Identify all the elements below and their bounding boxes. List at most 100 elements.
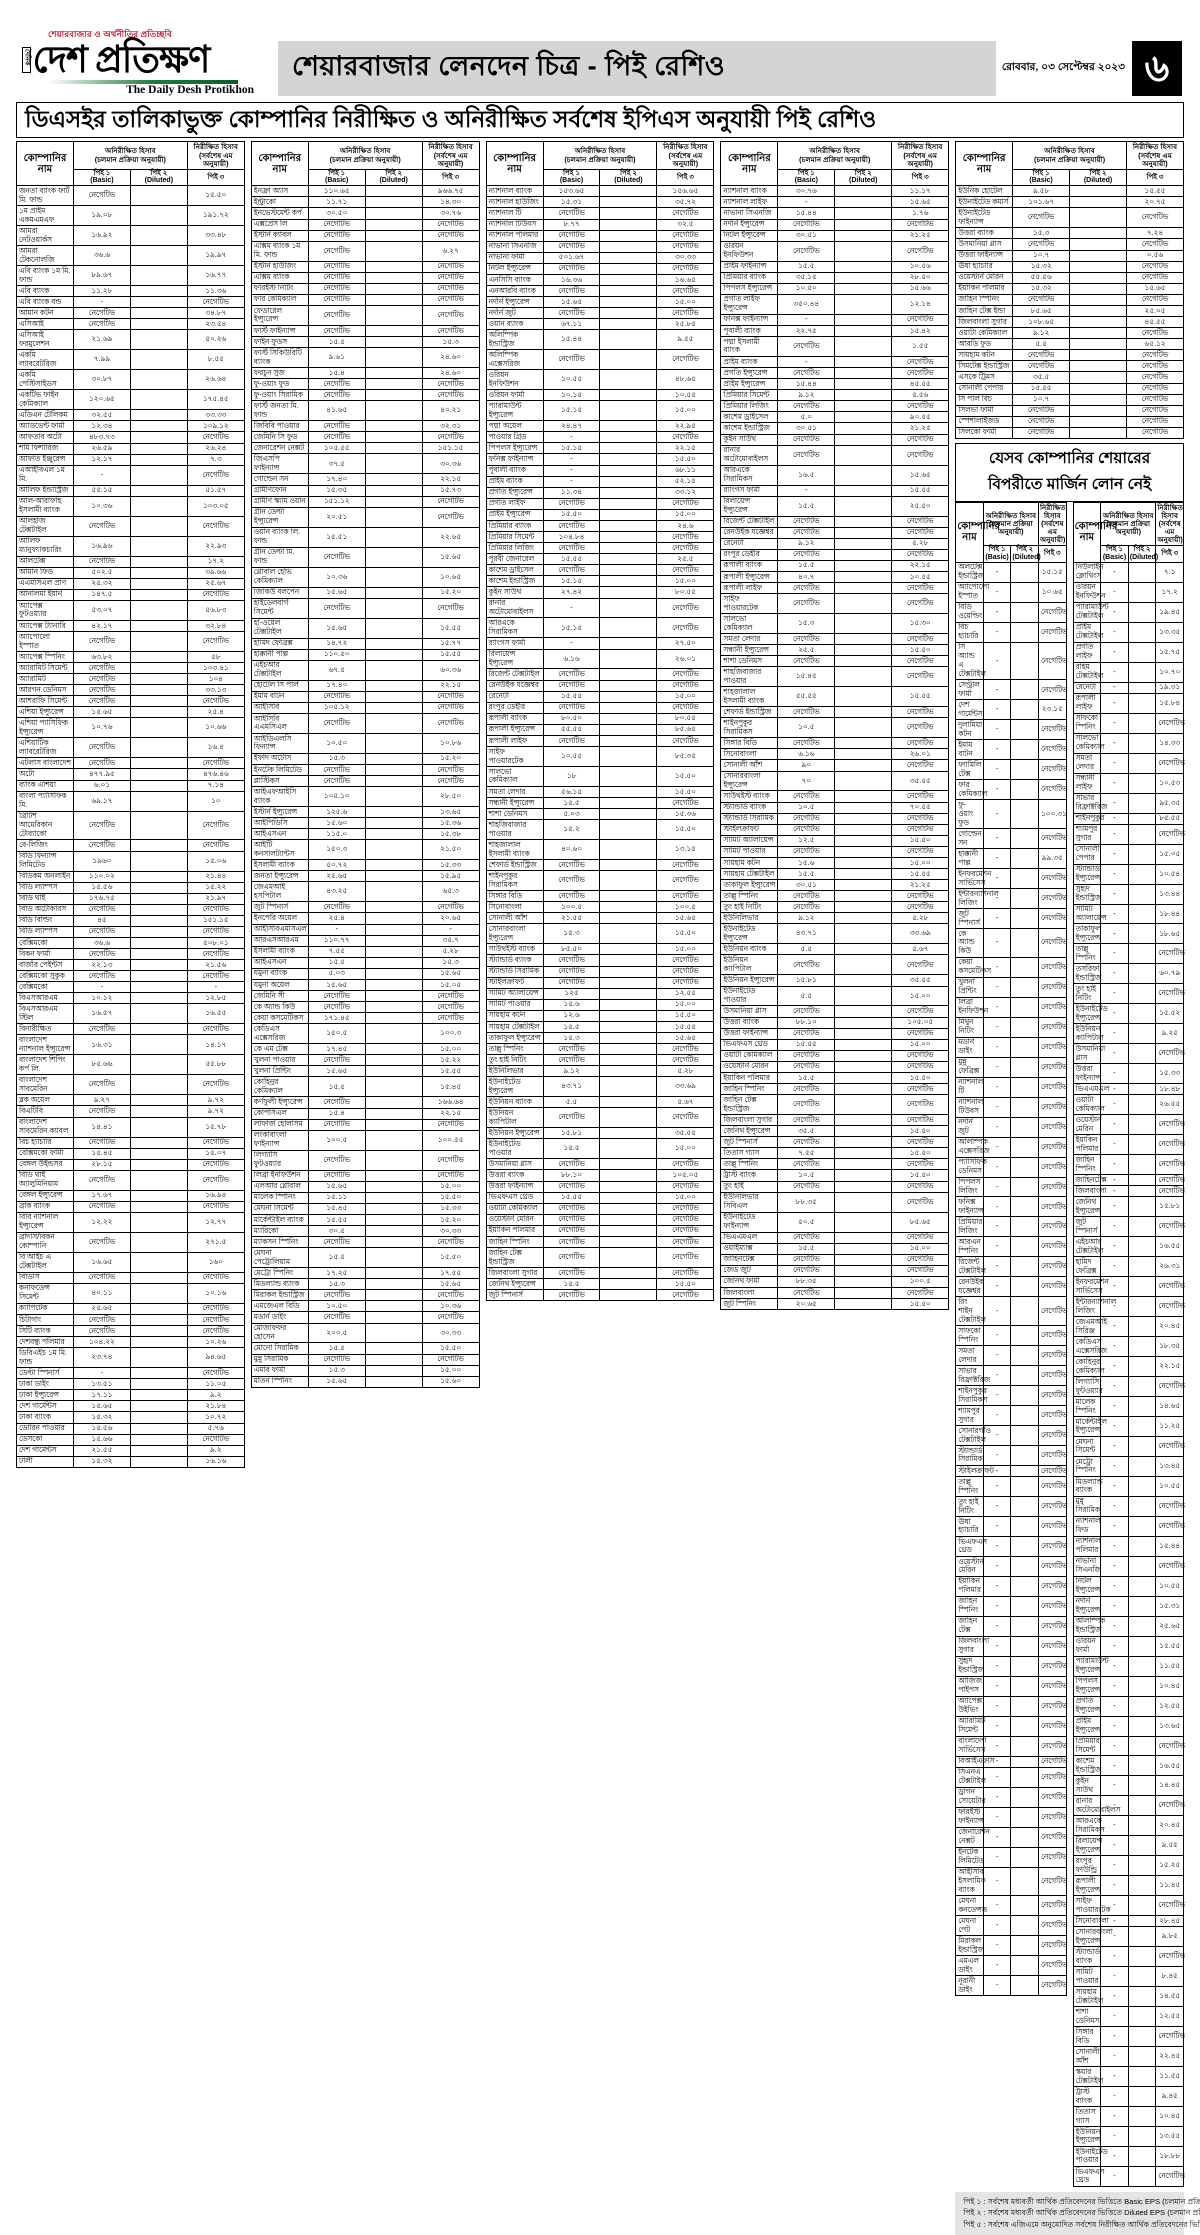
table-row: জিলবাংলা নেগেটিভ নেগেটিভ [720,1286,950,1300]
cell-pe1: - [982,739,1012,761]
table-row: তাল্লু স্পিনিং নেগেটিভ নেগেটিভ [720,1158,950,1171]
cell-pe2 [364,1353,423,1366]
cell-company-name: বিডি ল্যাম্পস [16,881,74,894]
cell-pe2 [1127,641,1157,663]
cell-pe2 [129,839,188,852]
cell-pe3: নেগেটিভ [1126,327,1184,340]
cell-pe2 [599,797,658,810]
cell-pe2 [1127,1695,1157,1717]
cell-company-name: বিডি ল্যাম্পস [16,925,74,938]
cell-pe1: নেগেটিভ [1012,404,1071,417]
th-company: কোম্পানির নাম [1072,501,1117,563]
cell-company-name: প্রিমিয়ার ব্যাংক [720,271,779,284]
cell-pe3: নেগেটিভ [421,1289,480,1302]
cell-company-name: পাওয়ার গ্রিড [485,431,544,444]
table-row: ইন্ট্রাকো ১১.৭১ ১৪.৩০ [250,196,480,209]
cell-pe1: - [982,1405,1012,1427]
cell-pe2 [599,998,658,1011]
table-row: মেঘনা সিমেন্ট - নেগেটিভ [1072,1435,1185,1457]
cell-pe3: ১৫.৫০ [891,1125,950,1138]
cell-company-name: প্রাইম টেক্সটাইল [1072,621,1103,643]
cell-company-name: রেনেটা [720,537,779,550]
table-row: ভিএএমএল নেগেটিভ নেগেটিভ [720,1231,950,1244]
th-company: কোম্পানির নাম [485,141,544,187]
cell-pe1: নেগেটিভ [307,1311,366,1324]
cell-pe2 [1069,426,1127,439]
cell-pe2 [834,655,893,668]
cell-company-name: বেক্সিমকো [16,981,74,994]
table-row: গ্লোবাল হেভি কেমিক্যাল ১০.৩৬ ১০.৬৫ [250,566,480,588]
cell-pe2 [1010,1136,1039,1158]
table-row: জনতা ব্যাংক ফার্ট মি. ফান্ড নেগেটিভ ১৫.৫০ [16,185,245,207]
table-row: আমরা নেটওয়ার্কস ১৬.৯২ ৩৩.৪৮ [16,225,245,247]
cell-pe2 [1010,1345,1039,1367]
cell-pe2 [834,355,893,369]
cell-pe3: ১৫.৫০ [656,453,715,466]
cell-pe1: ১৫.৩৫ [307,484,366,497]
cell-pe2 [129,1302,188,1315]
table-row: সাইফ পাওয়ারটেক ১০.৫৫ ৮৫.৩৫ [485,746,715,767]
cell-pe1: - [777,196,836,209]
cell-company-name: নূরানী ডাইং [955,1975,984,1997]
cell-pe3: ১৬০ [186,1251,245,1273]
cell-pe1: নেগেটিভ [777,890,836,903]
cell-pe3: নেগেটিভ [891,444,950,466]
cell-pe1: ১৫.৩ [542,1032,601,1045]
cell-pe3: ৩৩.৬৯ [891,923,950,945]
table-row: জেনারেশন নেক্সট - নেগেটিভ [955,1826,1068,1848]
cell-pe3: নেগেটিভ [891,313,950,326]
table-row: মডার্ন ডাইং - নেগেটিভ [955,1036,1068,1058]
cell-pe3: নেগেটিভ [1037,621,1068,643]
table-row: ইয়াকিন পলিমার ১৫.৩২ ১৫.৬৫ [955,282,1184,295]
table-row: বিকন ফার্মা নেগেটিভ নেগেটিভ [16,948,245,961]
cell-pe3: ২৩.৫৪ [186,318,245,331]
cell-pe3: ১২.১৪ [891,293,950,315]
th-pe1-en: (Basic) [985,554,1009,562]
table-row: তুং হাই নিটিং - নেগেটিভ [1072,983,1185,1005]
table-row: নিটল ইন্স্যুরেন্স নেগেটিভ নেগেটিভ [485,262,715,275]
cell-pe3: ১০.৫৫ [656,389,715,402]
cell-pe3: নেগেটিভ [656,1213,715,1226]
th-pe1-en: (Basic) [1029,177,1053,185]
table-row: সোনালী আঁশ ২১.৫৫ ১৫.৬৫ [485,912,715,925]
cell-company-name: সায়হাম টেক্সটাইল [1072,1986,1103,2008]
cell-pe1: - [1100,1134,1129,1156]
cell-pe3: নেগেটিভ [1037,1975,1068,1997]
cell-pe2 [129,535,188,557]
cell-pe2 [1127,1063,1157,1085]
table-row: ব্লক অয়েল ৯.২৭ ৯.৭২ [16,1094,245,1107]
cell-pe2 [1010,1895,1039,1917]
cell-pe2 [129,992,188,1005]
cell-pe1: নেগেটিভ [72,1074,131,1096]
th-unaudited-group: অনিরীক্ষিত হিসাব (চলমান প্রক্রিয়া অনুযা… [777,141,893,170]
cell-pe2 [834,901,893,914]
cell-company-name: ইনটেক লিমিটেড [250,763,309,777]
cell-company-name: স্কয়ার টেক্সটাইল [1072,2066,1103,2088]
table-row: লিগ্যাসি ফুটওয়্যার নেগেটিভ নেগেটিভ [250,1149,480,1171]
cell-company-name: কোহিনুর কেমিক্যাল [1072,1356,1105,1378]
cell-pe2 [599,1032,658,1045]
cell-pe2 [1010,1176,1039,1198]
th-pe1: পিই ১ (Basic) [982,545,1012,563]
cell-pe3: নেগেটিভ [1037,739,1068,761]
table-row: ইনফরমেশন সার্ভিসেস - নেগেটিভ [1072,1276,1185,1298]
cell-pe2 [129,1455,188,1468]
table-row: লিগ্যাসি ফুটওয়্যার - নেগেটিভ [1072,1376,1185,1398]
cell-pe2 [599,1054,658,1067]
cell-pe1: নেগেটিভ [307,712,366,734]
cell-pe2 [129,1034,188,1056]
cell-company-name: নর্দার্ন জুট [485,307,544,320]
cell-pe2 [364,431,423,444]
cell-pe1: ১৫.৬৬ [72,1433,131,1446]
cell-pe1: - [1100,2066,1129,2088]
table-row: ইনভেস্টমেন্ট কর্প ৩০.৫০ ৩০.৭৬ [250,207,480,220]
cell-pe1: - [1100,963,1129,985]
cell-company-name: ড্রাগন সোয়েটার [955,1786,985,1808]
cell-pe1: - [1100,1495,1129,1517]
cell-pe2 [1010,1755,1039,1768]
cell-pe3: ৯৪.৬৫ [186,1347,245,1369]
pe-table-1: কোম্পানির নাম অনিরীক্ষিত হিসাব (চলমান প্… [16,141,245,1468]
cell-pe1: নেগেটিভ [777,790,836,803]
cell-company-name: তাল্লু স্পিনিং [1072,943,1102,965]
cell-company-name: জেনারেশন নেক্সট [250,442,309,455]
